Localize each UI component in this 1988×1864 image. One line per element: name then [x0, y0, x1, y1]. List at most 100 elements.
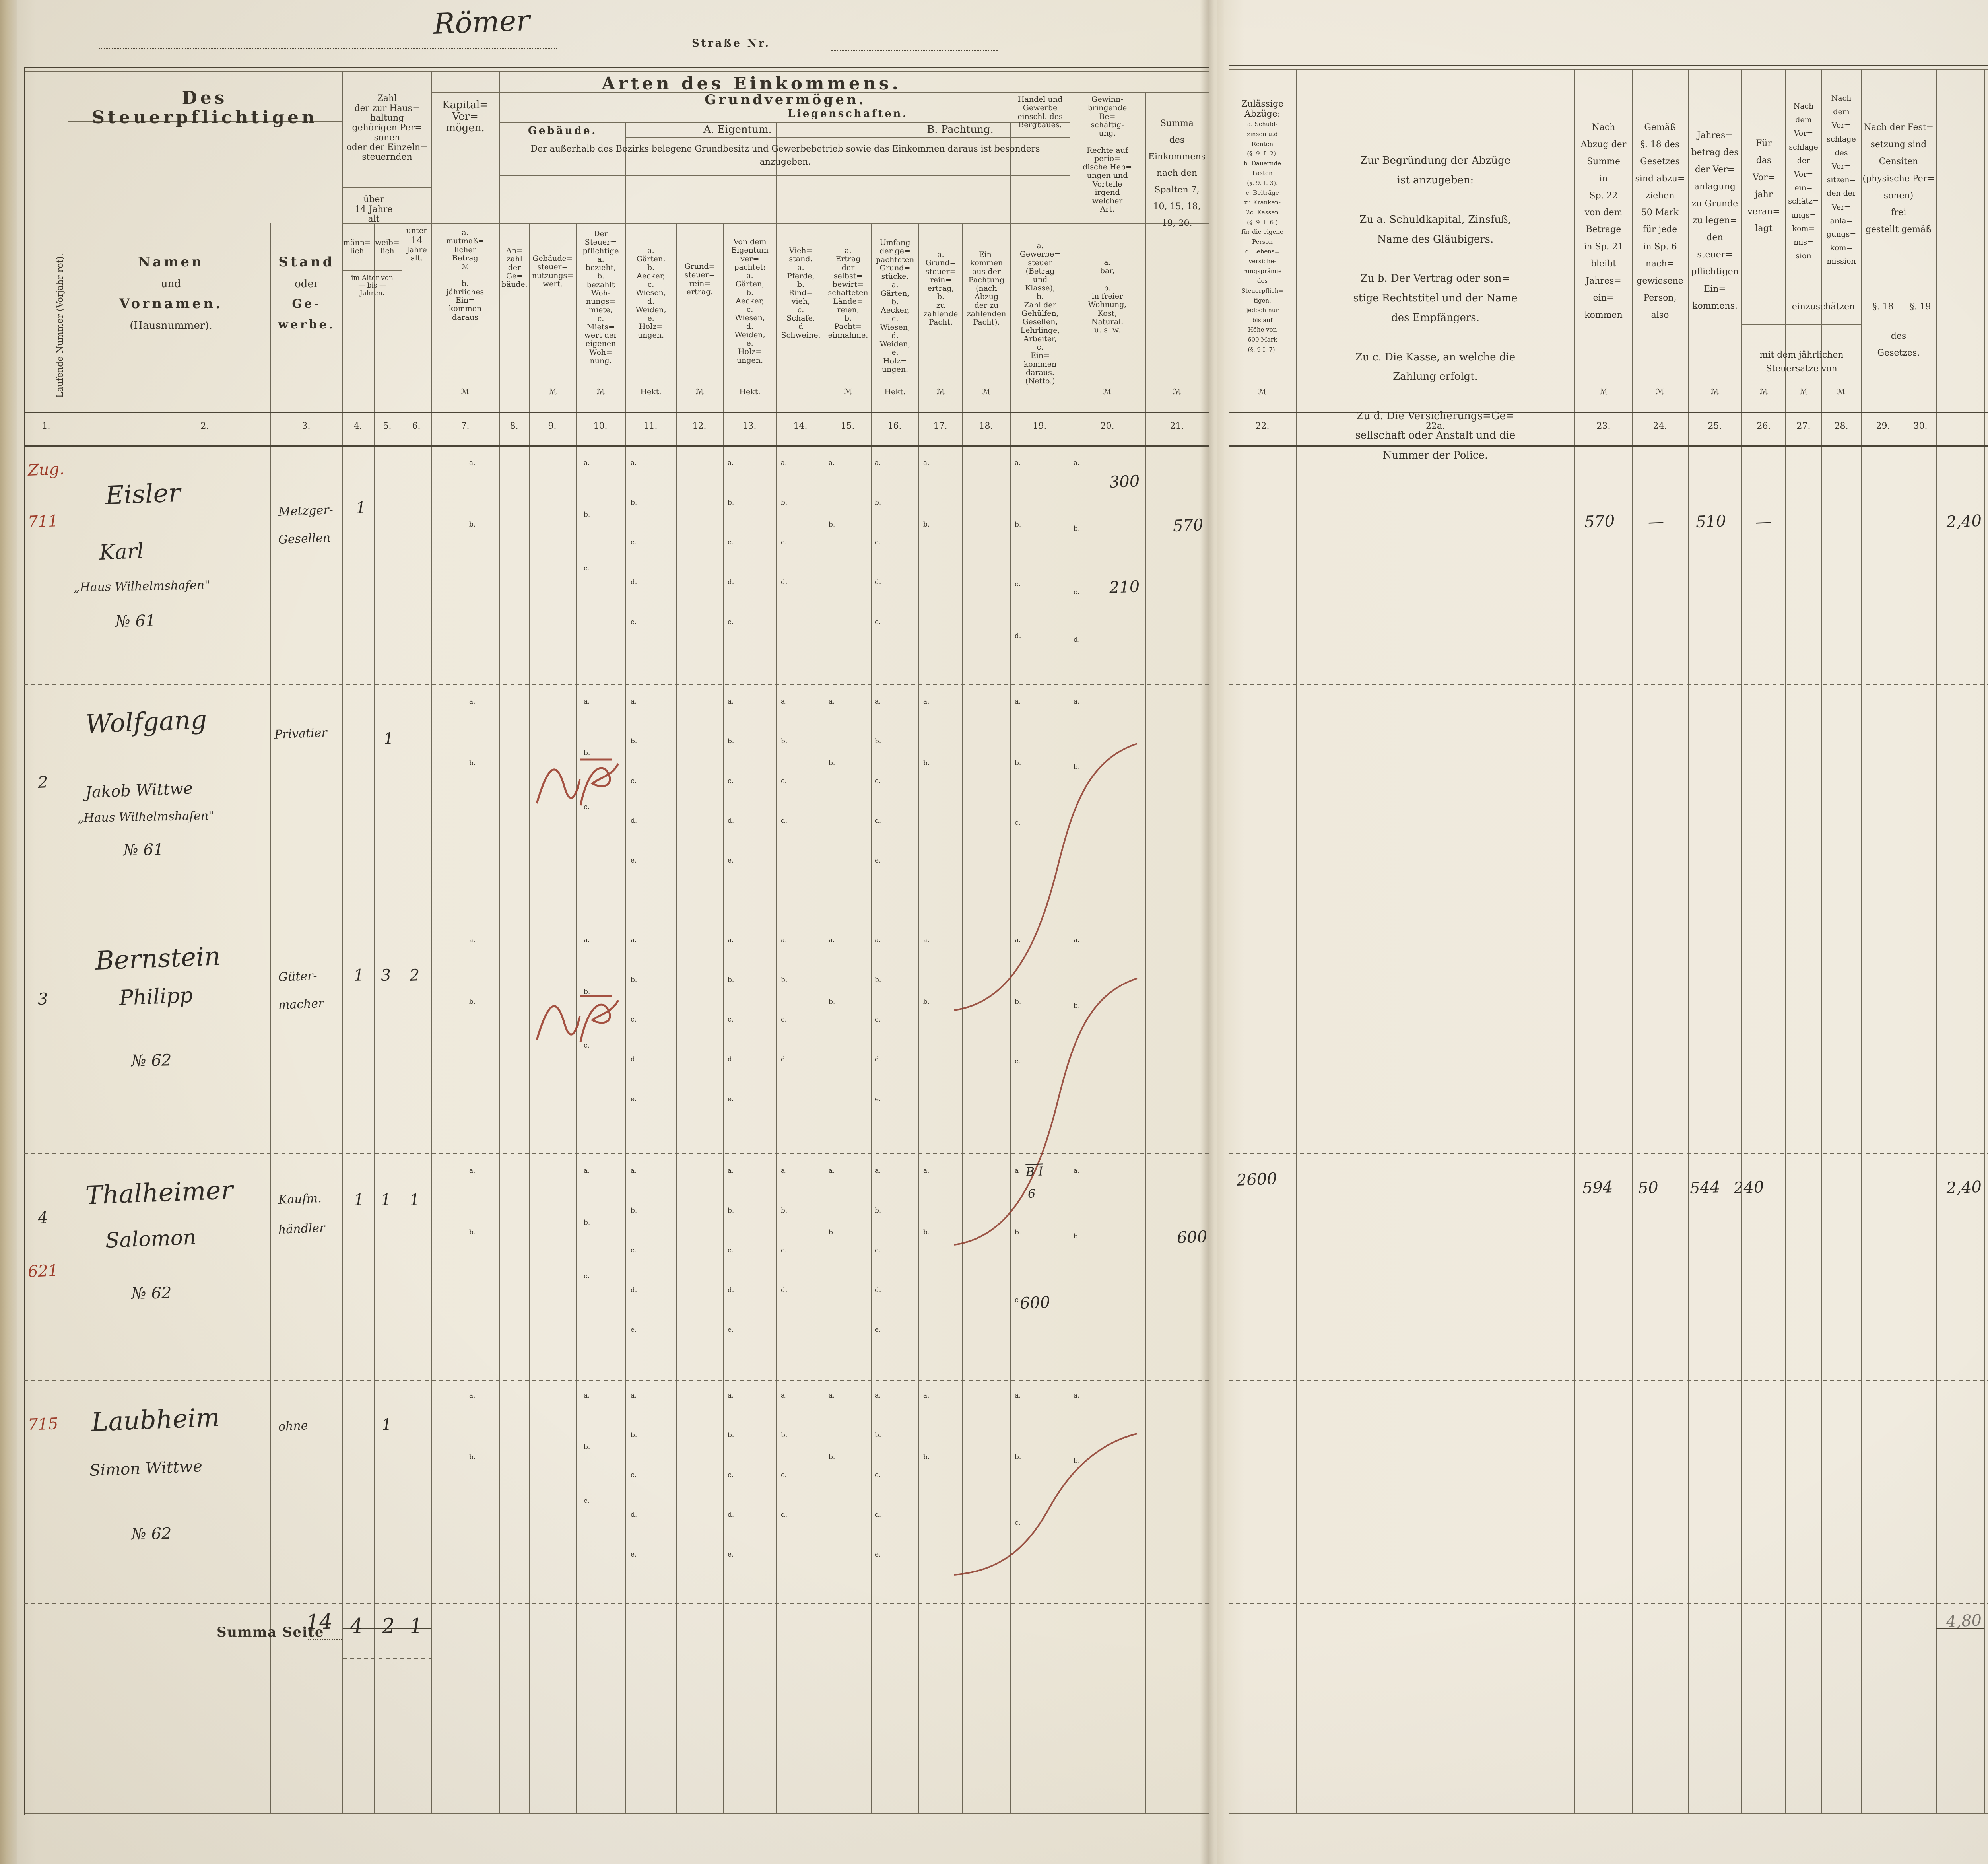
sub-b: b. [584, 749, 590, 757]
row5-maennlich: 1 [381, 1415, 392, 1434]
col26-label: Für das Vor= jahr veran= lagt [1747, 138, 1780, 234]
eigentum-title: A. Eigentum. [703, 124, 772, 136]
sub-a: a. [1015, 1392, 1021, 1399]
col2-name-und: und [161, 278, 181, 290]
sub-d: d. [728, 817, 734, 825]
hr-steuersatz-top [1741, 324, 1861, 325]
gebaeude-title: Gebäude. [528, 125, 597, 137]
colnum-12: 12. [692, 421, 707, 431]
steuersatz-label: mit dem jährlichen Steuersatze von [1759, 350, 1844, 374]
book-spine-edge [0, 0, 17, 1864]
rule-c31-c32 [1984, 69, 1985, 1813]
frame-top-left [24, 67, 1209, 68]
sub-c: c. [1015, 1519, 1021, 1527]
sub-b: b. [829, 998, 835, 1006]
col23-label: Nach Abzug der Summe in Sp. 22 von dem Betrage… [1580, 122, 1627, 320]
col20-head: Gewinn-bringende Be= schäftig-ung. Rechte a… [1082, 95, 1132, 214]
sub-a: a. [728, 1392, 734, 1399]
sub-e: e. [875, 1326, 881, 1334]
colnum-15: 15. [841, 421, 855, 431]
rule-c16-c17 [918, 223, 919, 1813]
sub-b: b. [781, 1431, 788, 1439]
sub-b: b. [1074, 1002, 1080, 1010]
row5-stand: ohne [278, 1419, 309, 1434]
sub-a: a. [875, 1392, 881, 1399]
col1-seq-label: Laufende Nummer (Vorjahr rot). [55, 253, 65, 398]
colnum-27: 27. [1796, 421, 1811, 431]
sub-d: d. [728, 578, 734, 586]
col18-label: Ein-kommen aus der Pachtung (nach Abzug der z… [967, 250, 1006, 327]
sub-a: a. [1015, 698, 1021, 706]
row2-stand: Privatier [274, 725, 328, 742]
sub-a: a. [1015, 936, 1021, 944]
outside-note: Der außerhalb des Bezirks belegene Grund… [530, 144, 1040, 167]
row1-stand: Metzger- [278, 503, 334, 519]
sub-a: a. [1074, 1167, 1080, 1175]
sub-a: a. [584, 459, 590, 467]
hr-outside-note [499, 175, 1070, 176]
des-gesetzes-label: des Gesetzes. [1877, 331, 1920, 358]
unit-col27: ℳ [1799, 387, 1808, 396]
colnum-10: 10. [593, 421, 608, 431]
sub-d: d. [1074, 636, 1080, 644]
header-street-rule [831, 50, 998, 51]
col3-stand: Stand [278, 254, 335, 270]
rule-c24-c25 [1688, 69, 1689, 1813]
sub-a: a. [584, 1167, 590, 1175]
sub-e: e. [631, 1326, 637, 1334]
row4-col22-abzug: 2600 [1236, 1170, 1277, 1190]
col24-label: Gemäß §. 18 des Gesetzes sind abzu= ziehen 50… [1635, 122, 1685, 320]
colnum-28: 28. [1834, 421, 1848, 431]
sub-e: e. [728, 1095, 734, 1103]
row3-maennlich: 1 [353, 966, 365, 985]
sub-c: c. [1074, 588, 1079, 596]
hr-colnum-bottom [24, 445, 1209, 447]
sub-d: d. [728, 1511, 734, 1519]
book-gutter-shadow [1200, 0, 1224, 1864]
unit-col18: ℳ [982, 387, 991, 396]
sub-a: a. [923, 1392, 930, 1399]
unit-col28: ℳ [1837, 387, 1846, 396]
sub-b: b. [923, 759, 930, 767]
row-sep-3 [24, 1153, 1209, 1154]
colnum-29: 29. [1876, 421, 1890, 431]
sub-a: a [1015, 1167, 1019, 1175]
sub-e: e. [875, 618, 881, 626]
row-sep-3r [1229, 1153, 1988, 1154]
colnum-1: 1. [42, 421, 50, 431]
rule-c8-c9 [529, 223, 530, 1813]
rule-c25-c26 [1741, 69, 1742, 1813]
sub-e: e. [728, 857, 734, 865]
sub-d: d. [875, 1511, 881, 1519]
hr-taxpayer-split [68, 121, 342, 122]
row2-red-annotation-icon [536, 758, 619, 806]
row2-house-no: № 61 [123, 840, 164, 859]
sub-a: a. [469, 459, 476, 467]
unit-col21: ℳ [1173, 387, 1181, 396]
sub-b: b. [631, 1207, 637, 1215]
hr-household-agefrom [342, 270, 402, 271]
sub-e: e. [631, 857, 637, 865]
col25-label: Jahres= betrag des der Ver= anlagung zu Grun… [1691, 130, 1739, 311]
col27-label: Nach dem Vor= schlage der Vor= ein= schätz= ungs… [1788, 102, 1819, 260]
sub-c: c [1015, 1296, 1019, 1304]
sub-b: b. [923, 1228, 930, 1236]
sub-a: a. [875, 936, 881, 944]
sub-a: a. [469, 1167, 476, 1175]
col4-over14: über 14 Jahre alt [355, 194, 393, 224]
sub-b: b. [1015, 1453, 1021, 1461]
sub-a: a. [829, 1167, 835, 1175]
row-sep-5r [1229, 1603, 1988, 1604]
sub-c: c. [728, 1246, 734, 1254]
row3-seq: 3 [37, 990, 49, 1009]
colnum-5: 5. [383, 421, 392, 431]
sub-a: a. [781, 1167, 787, 1175]
row4-house-no: № 62 [131, 1284, 172, 1303]
sub-e: e. [728, 1551, 734, 1559]
sub-a: a. [923, 459, 930, 467]
colnum-19: 19. [1033, 421, 1047, 431]
row4-col19-a: B I [1025, 1164, 1044, 1179]
einzuschaetzen-label: einzuschätzen [1792, 302, 1855, 312]
sub-a: a. [631, 1392, 637, 1399]
row3-house-no: № 62 [131, 1051, 172, 1070]
